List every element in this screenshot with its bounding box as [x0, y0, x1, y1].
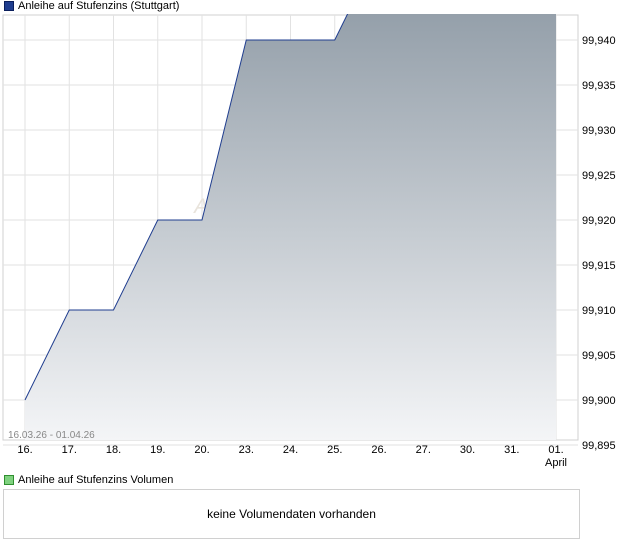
y-tick-label: 99,910	[582, 305, 616, 317]
x-tick-label: 16.	[17, 444, 32, 456]
x-tick-label: 01.	[548, 444, 563, 456]
x-tick-label: 23.	[239, 444, 254, 456]
x-tick-label: 20.	[194, 444, 209, 456]
volume-legend-label: Anleihe auf Stufenzins Volumen	[18, 474, 174, 486]
x-tick-sublabel: April	[545, 457, 567, 469]
y-tick-label: 99,905	[582, 350, 616, 362]
y-tick-label: 99,940	[582, 35, 616, 47]
x-tick-label: 30.	[460, 444, 475, 456]
x-tick-label: 25.	[327, 444, 342, 456]
x-tick-label: 17.	[62, 444, 77, 456]
price-legend-swatch	[4, 1, 14, 11]
x-tick-label: 27.	[416, 444, 431, 456]
price-line	[24, 14, 349, 401]
volume-legend-swatch	[4, 475, 14, 485]
y-tick-label: 99,930	[582, 125, 616, 137]
x-tick-label: 19.	[150, 444, 165, 456]
x-tick-label: 24.	[283, 444, 298, 456]
no-volume-message: keine Volumendaten vorhanden	[207, 507, 376, 521]
y-axis: 99,895 99,900 99,905 99,910 99,915 99,920 99,9…	[582, 35, 616, 452]
y-tick-label: 99,895	[582, 440, 616, 452]
x-axis: 16. 17. 18. 19. 20. 23. 24. 25. 26. 27. 30. 31. 01.A…	[17, 444, 567, 469]
y-tick-label: 99,920	[582, 215, 616, 227]
date-range-label: 16.03.26 - 01.04.26	[8, 430, 95, 441]
price-area-fill	[25, 14, 556, 440]
x-tick-label: 26.	[371, 444, 386, 456]
volume-panel: keine Volumendaten vorhanden	[3, 489, 580, 539]
y-tick-label: 99,900	[582, 395, 616, 407]
x-tick-label: 18.	[106, 444, 121, 456]
price-legend-label: Anleihe auf Stufenzins (Stuttgart)	[18, 0, 180, 12]
x-tick-label: 31.	[504, 444, 519, 456]
y-tick-label: 99,925	[582, 170, 616, 182]
volume-legend: Anleihe auf Stufenzins Volumen	[4, 474, 173, 486]
price-chart: AKTIEN 99,89599,90099,90599,91099,91599,…	[2, 14, 616, 469]
y-tick-label: 99,915	[582, 260, 616, 272]
price-legend: Anleihe auf Stufenzins (Stuttgart)	[4, 0, 179, 12]
y-tick-label: 99,935	[582, 80, 616, 92]
